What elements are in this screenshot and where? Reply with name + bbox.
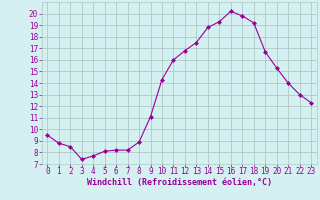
X-axis label: Windchill (Refroidissement éolien,°C): Windchill (Refroidissement éolien,°C) [87, 178, 272, 187]
